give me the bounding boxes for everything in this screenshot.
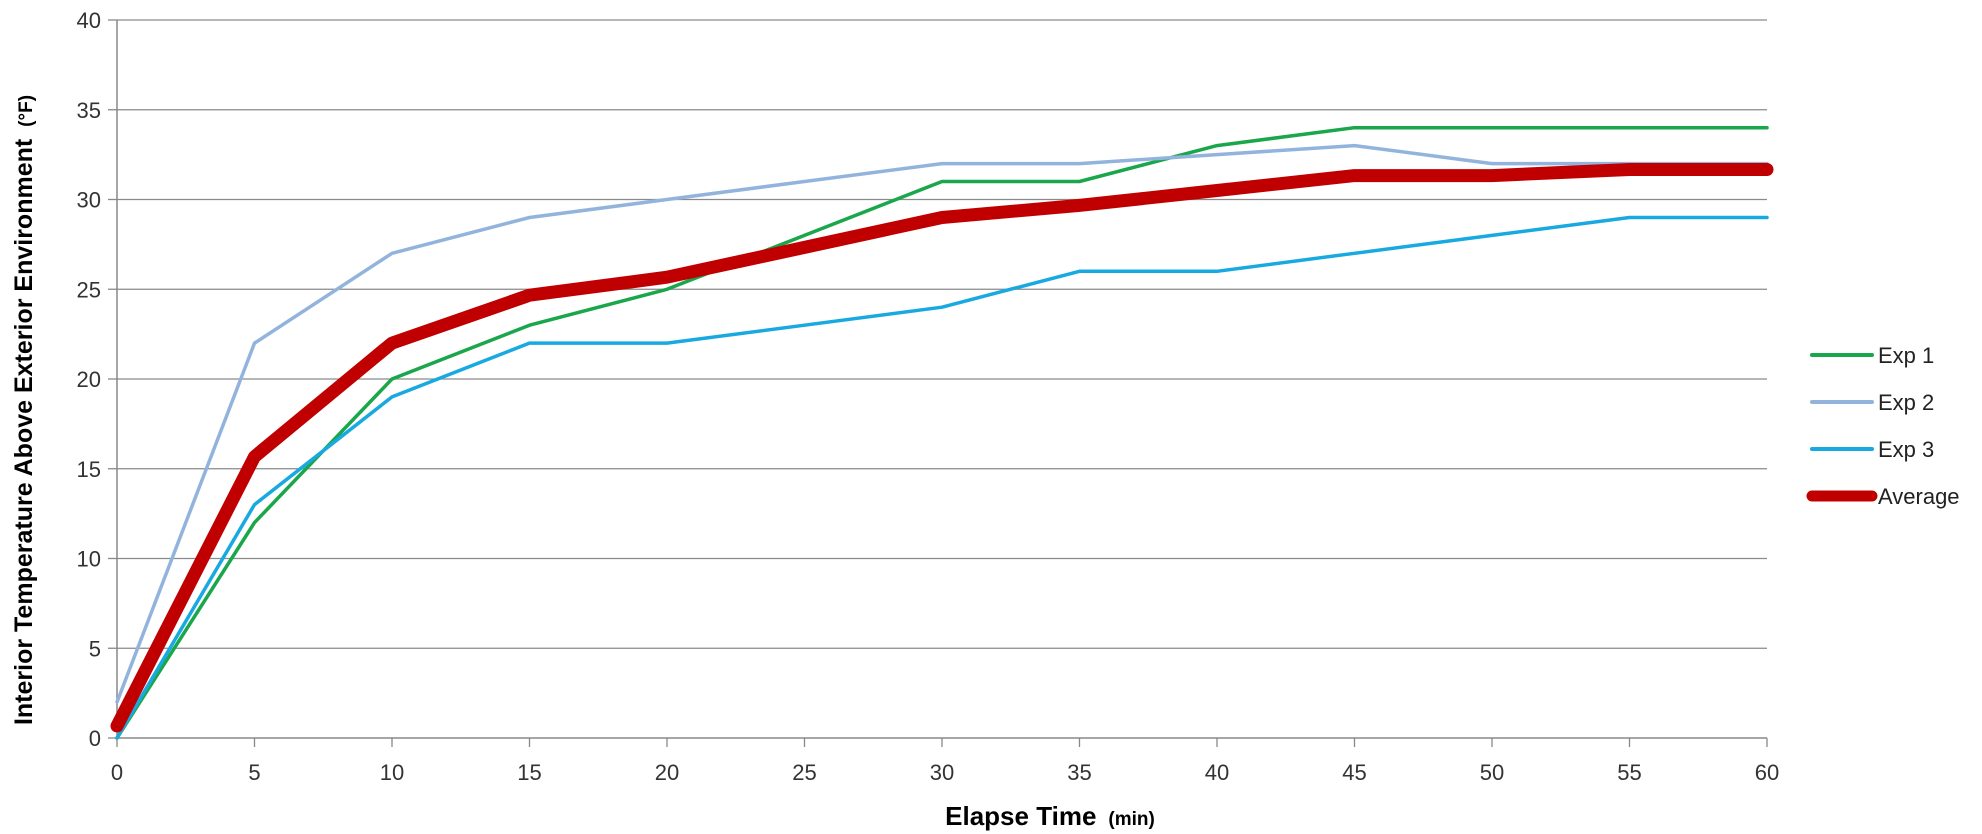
series-lines <box>110 125 1774 740</box>
y-tick-label: 10 <box>77 547 101 572</box>
y-tick-label: 25 <box>77 277 101 302</box>
legend-label: Average <box>1878 484 1960 509</box>
x-tick-label: 55 <box>1617 760 1641 785</box>
x-tick-label: 15 <box>517 760 541 785</box>
y-tick-label: 30 <box>77 188 101 213</box>
x-tick-label: 50 <box>1480 760 1504 785</box>
x-axis-unit: (min) <box>1108 809 1154 830</box>
x-tick-label: 60 <box>1755 760 1779 785</box>
y-tick-label: 20 <box>77 367 101 392</box>
x-tick-labels: 0 5 10 15 20 25 30 35 40 45 50 55 60 <box>111 738 1779 785</box>
y-axis-title-text: Interior Temperature Above Exterior Envi… <box>10 138 38 725</box>
series-line-exp-2 <box>115 143 1769 704</box>
x-tick-label: 45 <box>1342 760 1366 785</box>
y-axis-title: Interior Temperature Above Exterior Envi… <box>10 95 38 725</box>
y-tick-label: 40 <box>77 8 101 33</box>
x-axis-title: Elapse Time (min) <box>945 801 1155 831</box>
legend: Exp 1 Exp 2 Exp 3 Average <box>1806 343 1960 509</box>
gridlines <box>117 19 1767 649</box>
series-line-exp-3 <box>115 215 1769 740</box>
legend-label: Exp 1 <box>1878 343 1934 368</box>
y-axis-unit: (°F) <box>16 95 37 127</box>
x-axis-title-text: Elapse Time <box>945 801 1096 831</box>
series-line-exp-1 <box>115 125 1769 740</box>
y-tick-labels: 0 5 10 15 20 25 30 35 40 <box>77 8 117 751</box>
x-tick-label: 5 <box>248 760 260 785</box>
x-tick-label: 20 <box>655 760 679 785</box>
x-tick-label: 30 <box>930 760 954 785</box>
y-tick-label: 35 <box>77 98 101 123</box>
legend-label: Exp 3 <box>1878 437 1934 462</box>
legend-item-exp-3: Exp 3 <box>1810 437 1934 462</box>
series-line-average <box>110 163 1774 733</box>
y-tick-label: 0 <box>89 726 101 751</box>
legend-item-exp-2: Exp 2 <box>1810 390 1934 415</box>
x-tick-label: 40 <box>1205 760 1229 785</box>
legend-item-average: Average <box>1806 484 1960 509</box>
x-tick-label: 35 <box>1067 760 1091 785</box>
legend-label: Exp 2 <box>1878 390 1934 415</box>
x-tick-label: 25 <box>792 760 816 785</box>
legend-item-exp-1: Exp 1 <box>1810 343 1934 368</box>
x-tick-label: 10 <box>380 760 404 785</box>
y-tick-label: 5 <box>89 636 101 661</box>
x-tick-label: 0 <box>111 760 123 785</box>
y-tick-label: 15 <box>77 457 101 482</box>
